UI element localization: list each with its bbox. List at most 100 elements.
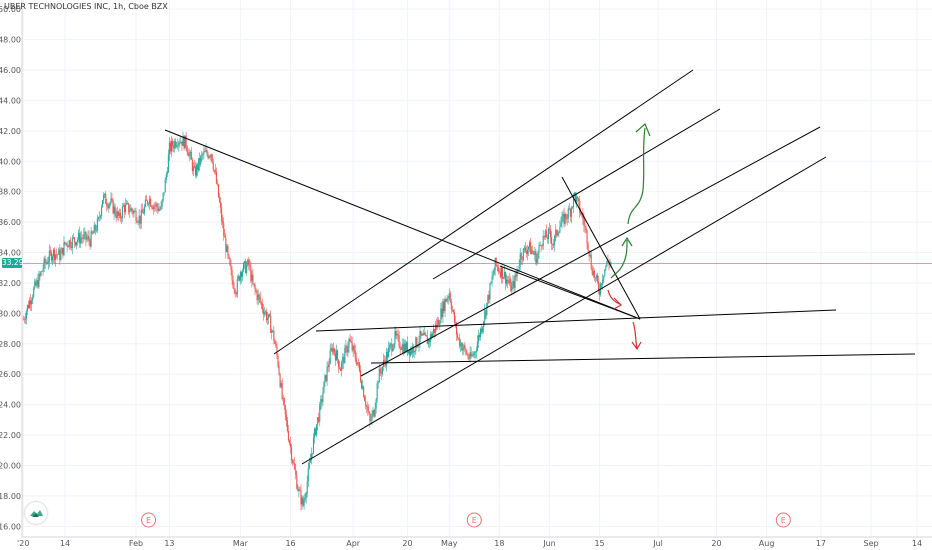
candle-body-5 bbox=[27, 305, 30, 308]
candle-body-519 bbox=[564, 213, 566, 225]
candle-body-548 bbox=[594, 277, 596, 279]
candle-body-184 bbox=[214, 170, 216, 172]
candle-body-244 bbox=[277, 355, 279, 366]
candle-body-248 bbox=[281, 383, 283, 399]
candle-body-440 bbox=[482, 327, 484, 332]
candle-body-180 bbox=[210, 154, 212, 158]
candle-body-491 bbox=[535, 251, 537, 264]
candle-body-359 bbox=[397, 334, 399, 336]
candle-body-385 bbox=[424, 332, 426, 336]
price-tick-label-10: 36.00 bbox=[0, 218, 21, 227]
trendline-triangle-top[interactable] bbox=[561, 176, 641, 320]
candle-body-383 bbox=[422, 334, 424, 336]
candle-body-530 bbox=[576, 196, 578, 203]
candle-body-131 bbox=[159, 208, 161, 210]
candle-body-170 bbox=[200, 156, 202, 165]
candle-body-79 bbox=[105, 193, 107, 204]
candle-body-269 bbox=[303, 499, 305, 506]
trendline-triangle-diag[interactable] bbox=[499, 265, 641, 320]
candle-body-256 bbox=[289, 443, 292, 448]
candle-body-330 bbox=[367, 406, 369, 412]
candle-body-297 bbox=[332, 348, 334, 352]
candle-body-525 bbox=[570, 207, 572, 217]
candle-body-103 bbox=[130, 207, 132, 212]
candle-body-70 bbox=[95, 230, 97, 231]
candle-body-213 bbox=[245, 261, 247, 273]
earnings-marker-label-1: E bbox=[472, 516, 477, 525]
candle-body-356 bbox=[394, 331, 396, 344]
candle-body-310 bbox=[346, 346, 348, 353]
trendline-support-lower[interactable] bbox=[370, 353, 916, 364]
candle-body-132 bbox=[160, 206, 162, 210]
candle-body-283 bbox=[318, 417, 320, 422]
red-arrow-down-small bbox=[607, 289, 621, 305]
candle-body-539 bbox=[585, 226, 587, 231]
candle-body-221 bbox=[253, 283, 255, 285]
candle-body-470 bbox=[513, 280, 515, 289]
candle-body-38 bbox=[62, 248, 64, 256]
trendline-channel-mid[interactable] bbox=[360, 126, 821, 377]
candle-body-68 bbox=[93, 224, 95, 234]
candle-body-381 bbox=[420, 331, 422, 336]
candle-body-161 bbox=[190, 152, 192, 160]
trendline-wedge-upper[interactable] bbox=[432, 108, 721, 280]
candle-body-403 bbox=[443, 301, 445, 312]
candle-body-365 bbox=[403, 343, 405, 354]
candle-body-41 bbox=[65, 243, 67, 244]
trendline-wedge-left[interactable] bbox=[273, 69, 694, 355]
candle-body-72 bbox=[97, 217, 99, 219]
candle-body-204 bbox=[235, 293, 237, 295]
candle-body-243 bbox=[276, 346, 278, 356]
price-tick-label-12: 40.00 bbox=[0, 157, 21, 166]
candle-body-419 bbox=[460, 343, 462, 347]
candle-body-10 bbox=[33, 288, 35, 298]
trendline-drawings[interactable] bbox=[164, 69, 916, 465]
candle-body-485 bbox=[529, 241, 531, 247]
candle-body-467 bbox=[510, 279, 512, 292]
candle-body-34 bbox=[58, 249, 60, 255]
candle-body-358 bbox=[396, 334, 398, 336]
candle-body-301 bbox=[336, 350, 339, 360]
candle-body-343 bbox=[380, 372, 382, 374]
candle-body-16 bbox=[39, 273, 41, 276]
earnings-marker-icon-0[interactable] bbox=[141, 512, 157, 528]
tradingview-logo-icon[interactable] bbox=[25, 502, 47, 524]
candle-body-20 bbox=[43, 258, 45, 269]
time-tick-label-14: Aug bbox=[759, 539, 775, 548]
candle-body-58 bbox=[83, 234, 85, 239]
price-axis[interactable]: 16.00 18.00 20.00 22.00 24.00 26.00 28.00 30.00… bbox=[0, 0, 23, 537]
candle-body-146 bbox=[175, 141, 177, 147]
candle-body-99 bbox=[126, 203, 128, 205]
candle-body-376 bbox=[415, 337, 417, 352]
candle-body-229 bbox=[261, 303, 263, 310]
candle-body-222 bbox=[254, 284, 256, 290]
candle-body-436 bbox=[477, 335, 480, 343]
candle-body-438 bbox=[479, 328, 482, 338]
time-tick-label-9: 18 bbox=[494, 539, 504, 548]
candle-body-198 bbox=[229, 258, 231, 266]
candle-body-197 bbox=[228, 254, 230, 259]
candle-body-112 bbox=[139, 215, 141, 224]
earnings-marker-icon-1[interactable] bbox=[466, 512, 482, 528]
trendline-channel-low[interactable] bbox=[301, 156, 827, 465]
candle-body-154 bbox=[183, 136, 185, 149]
trendline-desc-long[interactable] bbox=[164, 129, 641, 320]
earnings-marker-icon-2[interactable] bbox=[775, 512, 791, 528]
trendline-support-upper[interactable] bbox=[315, 309, 837, 332]
candle-body-313 bbox=[349, 338, 351, 342]
candle-body-535 bbox=[581, 213, 583, 215]
candle-body-12 bbox=[35, 281, 37, 286]
candle-body-398 bbox=[438, 319, 440, 325]
candle-body-95 bbox=[121, 206, 123, 219]
candle-body-246 bbox=[279, 374, 281, 387]
candle-body-304 bbox=[340, 368, 342, 371]
candle-body-291 bbox=[326, 366, 328, 382]
candle-body-194 bbox=[225, 237, 227, 252]
candle-body-499 bbox=[543, 235, 545, 238]
candle-body-92 bbox=[118, 212, 120, 216]
time-axis[interactable]: '20 14 Feb 13 Mar 16 Apr 20 May 18 Jun 15 Jul 20 Aug 17… bbox=[17, 536, 932, 548]
candle-body-185 bbox=[215, 171, 217, 184]
candle-body-555 bbox=[602, 279, 604, 285]
